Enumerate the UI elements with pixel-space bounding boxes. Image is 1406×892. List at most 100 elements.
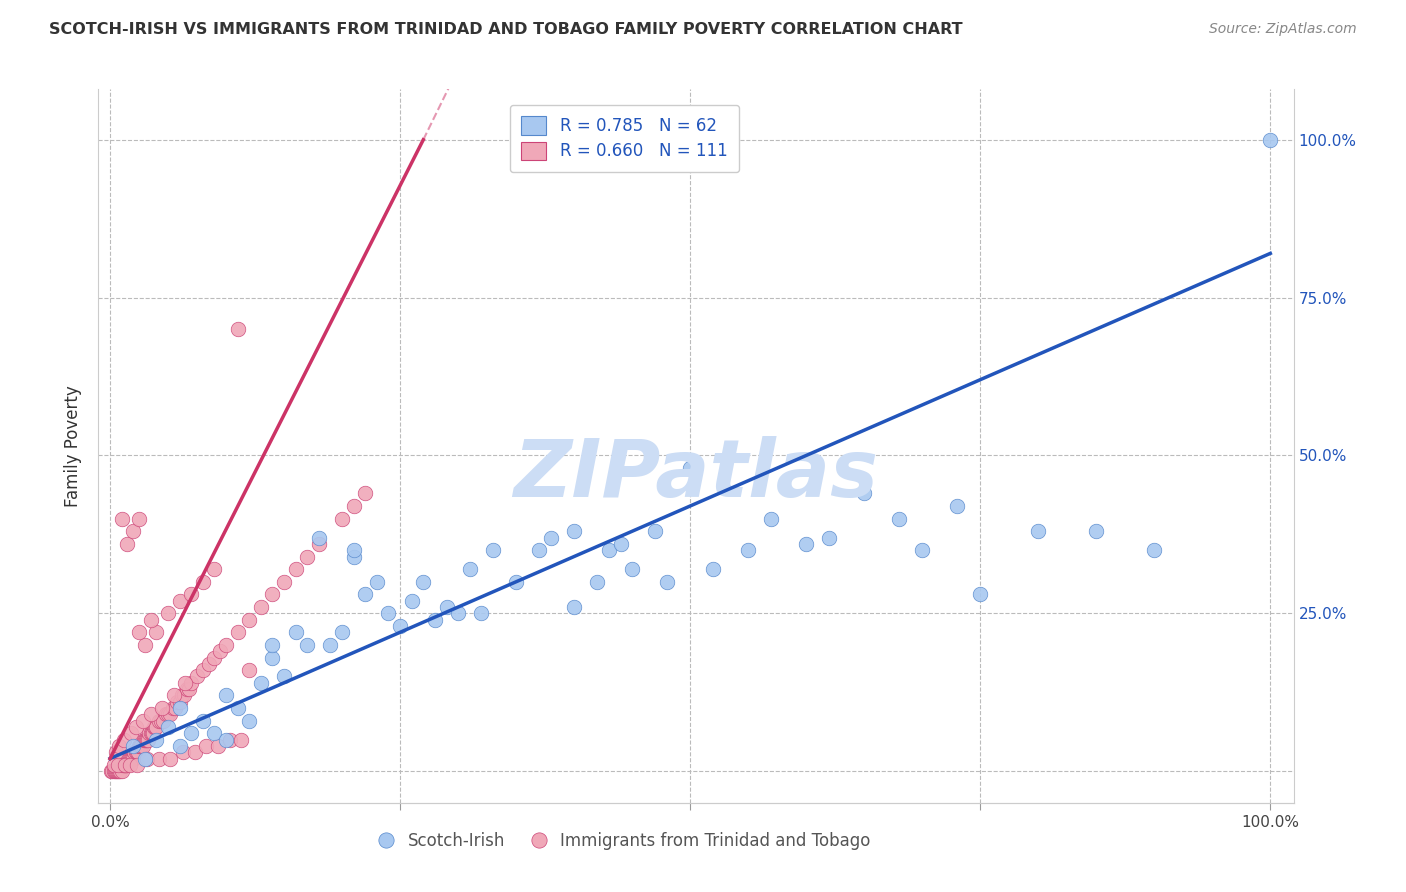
Point bbox=[104, 764, 127, 779]
Point bbox=[155, 707, 177, 722]
Point bbox=[436, 600, 458, 615]
Point bbox=[853, 486, 876, 500]
Point bbox=[250, 675, 273, 690]
Point bbox=[118, 758, 141, 772]
Point bbox=[143, 720, 166, 734]
Text: SCOTCH-IRISH VS IMMIGRANTS FROM TRINIDAD AND TOBAGO FAMILY POVERTY CORRELATION C: SCOTCH-IRISH VS IMMIGRANTS FROM TRINIDAD… bbox=[49, 22, 963, 37]
Point bbox=[529, 543, 551, 558]
Point bbox=[209, 644, 232, 658]
Point bbox=[159, 751, 181, 765]
Point bbox=[1026, 524, 1049, 539]
Point bbox=[143, 720, 166, 734]
Point bbox=[250, 600, 273, 615]
Point bbox=[162, 701, 184, 715]
Point bbox=[540, 531, 562, 545]
Point bbox=[148, 751, 170, 765]
Point bbox=[118, 751, 141, 765]
Point bbox=[191, 574, 214, 589]
Point bbox=[107, 764, 129, 779]
Point bbox=[284, 562, 307, 576]
Point bbox=[145, 720, 167, 734]
Point bbox=[163, 689, 186, 703]
Point bbox=[609, 537, 631, 551]
Point bbox=[562, 600, 585, 615]
Point bbox=[1258, 133, 1281, 147]
Point bbox=[215, 732, 238, 747]
Point bbox=[180, 726, 202, 740]
Point bbox=[111, 758, 134, 772]
Point bbox=[215, 638, 238, 652]
Point bbox=[195, 739, 218, 753]
Point bbox=[132, 732, 155, 747]
Point bbox=[273, 669, 295, 683]
Point bbox=[297, 638, 319, 652]
Point bbox=[117, 751, 139, 765]
Point bbox=[354, 486, 377, 500]
Point bbox=[163, 701, 186, 715]
Point bbox=[458, 562, 481, 576]
Point bbox=[330, 511, 353, 525]
Point bbox=[170, 689, 193, 703]
Point bbox=[911, 543, 934, 558]
Point bbox=[377, 607, 399, 621]
Point bbox=[173, 689, 195, 703]
Point bbox=[131, 714, 153, 728]
Point bbox=[794, 537, 817, 551]
Point bbox=[319, 638, 342, 652]
Point bbox=[969, 587, 991, 601]
Point bbox=[101, 764, 124, 779]
Point bbox=[169, 739, 191, 753]
Point bbox=[330, 625, 353, 640]
Point bbox=[110, 764, 132, 779]
Point bbox=[204, 562, 226, 576]
Point bbox=[111, 511, 134, 525]
Point bbox=[148, 714, 170, 728]
Point bbox=[152, 714, 174, 728]
Point bbox=[207, 739, 229, 753]
Point bbox=[238, 714, 260, 728]
Point bbox=[343, 499, 366, 513]
Point bbox=[103, 764, 125, 779]
Point bbox=[262, 587, 284, 601]
Point bbox=[103, 758, 125, 772]
Text: Source: ZipAtlas.com: Source: ZipAtlas.com bbox=[1209, 22, 1357, 37]
Point bbox=[169, 593, 191, 607]
Point bbox=[946, 499, 969, 513]
Point bbox=[157, 720, 180, 734]
Point bbox=[107, 758, 129, 772]
Point bbox=[121, 751, 143, 765]
Point bbox=[204, 726, 226, 740]
Point bbox=[125, 758, 148, 772]
Point bbox=[135, 732, 157, 747]
Point bbox=[139, 707, 162, 722]
Point bbox=[482, 543, 505, 558]
Point bbox=[598, 543, 620, 558]
Point bbox=[128, 625, 150, 640]
Point bbox=[191, 714, 214, 728]
Point bbox=[112, 758, 135, 772]
Point bbox=[226, 322, 249, 336]
Point bbox=[218, 732, 240, 747]
Point bbox=[562, 524, 585, 539]
Point bbox=[127, 745, 149, 759]
Point bbox=[138, 726, 160, 740]
Point bbox=[621, 562, 644, 576]
Point bbox=[112, 732, 135, 747]
Point bbox=[818, 531, 841, 545]
Point bbox=[297, 549, 319, 564]
Point bbox=[191, 663, 214, 677]
Point bbox=[139, 613, 162, 627]
Point bbox=[174, 675, 197, 690]
Point bbox=[366, 574, 388, 589]
Point bbox=[343, 549, 366, 564]
Point bbox=[1143, 543, 1166, 558]
Point bbox=[122, 524, 145, 539]
Point bbox=[139, 726, 162, 740]
Point bbox=[177, 682, 200, 697]
Point bbox=[150, 701, 173, 715]
Point bbox=[169, 695, 191, 709]
Point bbox=[117, 758, 139, 772]
Point bbox=[136, 751, 159, 765]
Point bbox=[159, 707, 181, 722]
Point bbox=[389, 619, 412, 633]
